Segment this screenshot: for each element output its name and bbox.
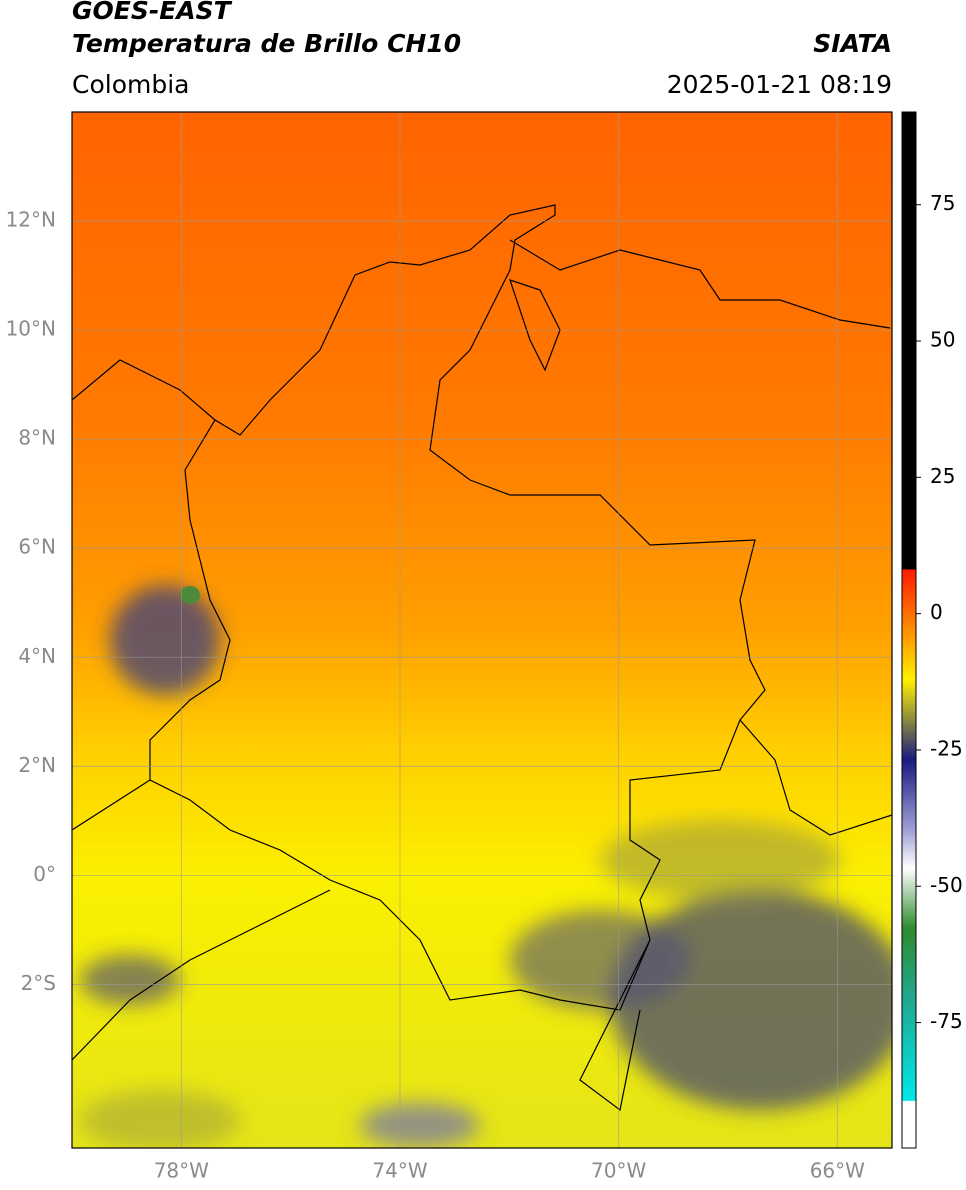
colorbar-tick-label: -50 xyxy=(930,873,963,897)
colorbar-tick-label: 75 xyxy=(930,191,955,215)
lat-tick-label: 2°N xyxy=(18,753,56,777)
graticule xyxy=(72,112,892,1148)
region: Colombia xyxy=(72,70,189,99)
datetime: 2025-01-21 08:19 xyxy=(667,70,892,99)
lat-tick-label: 12°N xyxy=(6,208,56,232)
colorbar-tick-label: 50 xyxy=(930,328,955,352)
lon-tick-label: 74°W xyxy=(372,1159,427,1183)
source: SIATA xyxy=(813,29,892,58)
lat-tick-label: 6°N xyxy=(18,535,56,559)
title: GOES-EAST xyxy=(72,0,233,25)
lon-tick-label: 70°W xyxy=(591,1159,646,1183)
lat-tick-label: 10°N xyxy=(6,317,56,341)
lon-tick-label: 66°W xyxy=(810,1159,865,1183)
lon-tick-label: 78°W xyxy=(154,1159,209,1183)
colorbar-tick-label: 0 xyxy=(930,600,943,624)
colorbar-tick-label: 25 xyxy=(930,464,955,488)
lat-tick-label: 8°N xyxy=(18,426,56,450)
map-image xyxy=(72,112,892,1148)
cloud-tops xyxy=(80,585,892,1148)
subtitle: Temperatura de Brillo CH10 xyxy=(72,29,461,58)
tick-labels: 78°W 74°W 70°W 66°W 12°N 10°N 8°N 6°N 4°N 2°N 0° 2°… xyxy=(6,191,963,1182)
colorbar-tick-label: -25 xyxy=(930,736,963,760)
map-frame xyxy=(71,111,893,1149)
lat-tick-label: 0° xyxy=(33,862,56,886)
lat-tick-label: 4°N xyxy=(18,644,56,668)
colorbar-tick-label: -75 xyxy=(930,1009,963,1033)
cold-core xyxy=(180,586,200,604)
colorbar xyxy=(901,111,917,1149)
lat-tick-label: 2°S xyxy=(21,971,56,995)
